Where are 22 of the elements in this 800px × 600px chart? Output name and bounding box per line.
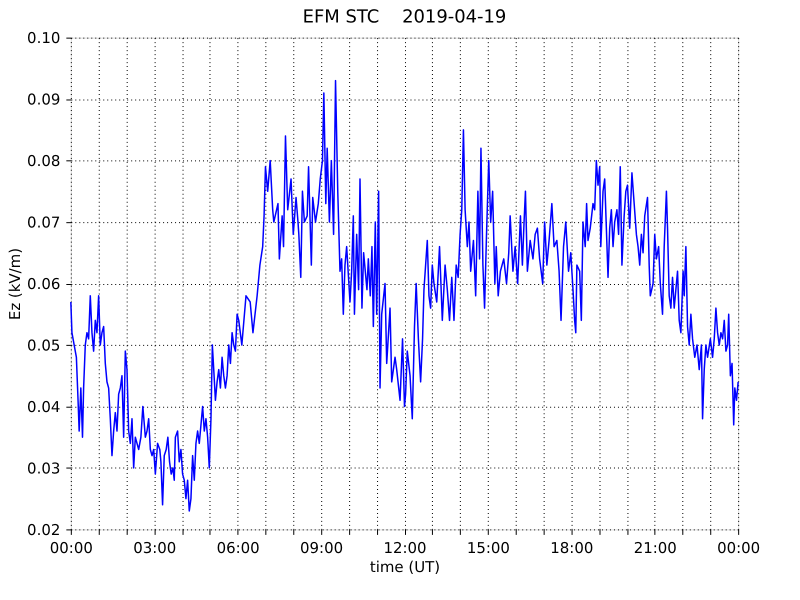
y-axis-title: Ez (kV/m) xyxy=(6,248,24,320)
x-tick-label: 00:00 xyxy=(717,538,760,557)
x-tick-label: 09:00 xyxy=(300,538,344,557)
y-tick-label: 0.05 xyxy=(27,336,60,354)
x-tick-label: 00:00 xyxy=(50,538,93,557)
x-tick-label: 15:00 xyxy=(466,538,510,557)
chart-title: EFM STC 2019-04-19 xyxy=(302,6,506,28)
x-axis-title: time (UT) xyxy=(370,558,440,576)
y-tick-label: 0.02 xyxy=(27,520,60,539)
y-tick-label: 0.08 xyxy=(27,152,60,170)
y-tick-label: 0.06 xyxy=(27,275,60,294)
x-tick-label: 21:00 xyxy=(634,538,677,557)
y-tick-label: 0.10 xyxy=(27,29,60,48)
x-tick-label: 03:00 xyxy=(133,538,176,557)
x-tick-label: 12:00 xyxy=(383,538,427,557)
line-series xyxy=(70,80,739,512)
y-tick-label: 0.07 xyxy=(27,214,60,232)
x-tick-label: 18:00 xyxy=(550,538,594,557)
y-tick-label: 0.09 xyxy=(27,90,60,109)
y-tick-label: 0.03 xyxy=(27,459,60,478)
x-tick-label: 06:00 xyxy=(216,538,260,557)
y-tick-label: 0.04 xyxy=(27,398,60,416)
